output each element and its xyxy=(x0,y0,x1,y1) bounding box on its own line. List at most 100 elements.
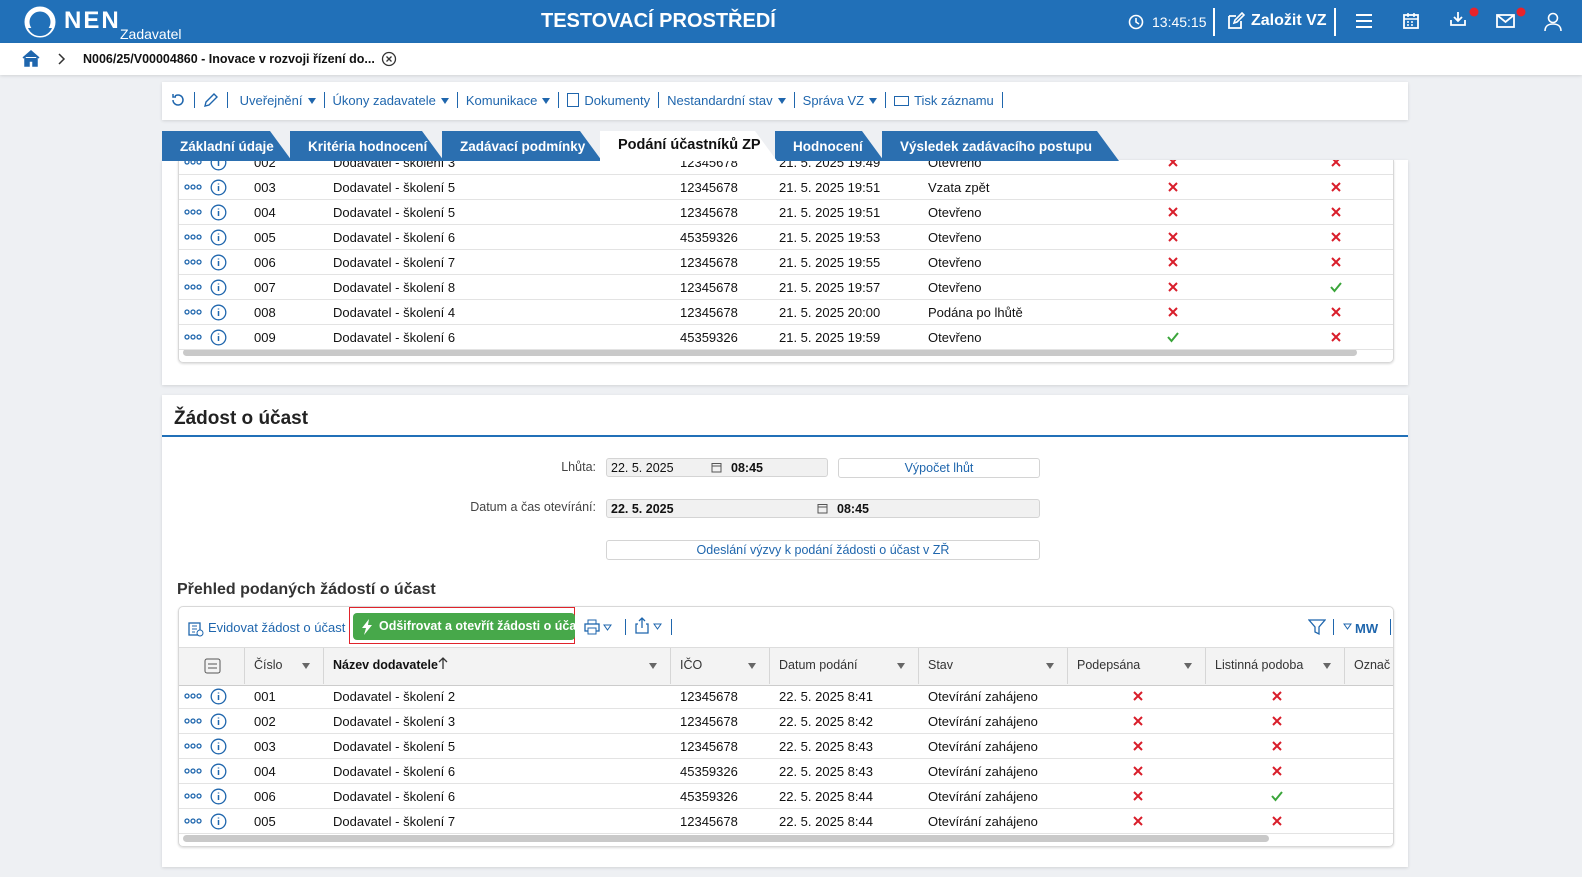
info-icon[interactable] xyxy=(210,788,227,805)
cross-icon xyxy=(1272,741,1282,751)
cell: Dodavatel - školení 6 xyxy=(333,789,456,804)
calendar-icon[interactable] xyxy=(817,503,828,514)
create-button[interactable]: Založit VZ xyxy=(1251,12,1327,29)
toolbar-link[interactable]: Komunikace xyxy=(465,93,538,108)
info-icon[interactable] xyxy=(210,304,227,321)
decrypt-button[interactable]: Odšifrovat a otevřít žádosti o účast xyxy=(353,613,587,640)
cross-icon xyxy=(1331,232,1341,242)
export-menu[interactable] xyxy=(634,617,666,635)
home-icon[interactable] xyxy=(22,50,40,67)
scrollbar[interactable] xyxy=(183,835,1269,842)
menu-icon[interactable] xyxy=(1355,13,1373,29)
cell: Dodavatel - školení 5 xyxy=(333,205,456,220)
edit-icon[interactable] xyxy=(1227,12,1245,30)
info-icon[interactable] xyxy=(210,713,227,730)
filter-caret[interactable] xyxy=(1184,663,1192,669)
more-icon[interactable] xyxy=(184,793,202,799)
cross-icon xyxy=(1331,207,1341,217)
column-settings[interactable] xyxy=(204,658,221,674)
user-icon[interactable] xyxy=(1544,12,1562,32)
tab[interactable]: Kritéria hodnocení xyxy=(290,131,444,161)
more-icon[interactable] xyxy=(184,234,202,240)
opening-time: 08:45 xyxy=(837,502,869,516)
toolbar-link[interactable]: Úkony zadavatele xyxy=(332,93,436,108)
toolbar-link[interactable]: Nestandardní stav xyxy=(667,93,773,108)
more-icon[interactable] xyxy=(184,160,202,165)
download-icon[interactable] xyxy=(1449,6,1481,32)
cross-icon xyxy=(1133,691,1143,701)
cross-icon xyxy=(1168,182,1178,192)
deadline-label: Lhůta: xyxy=(561,460,596,474)
cell: 21. 5. 2025 19:51 xyxy=(779,205,881,220)
tab[interactable]: Výsledek zadávacího postupu xyxy=(882,131,1119,161)
separator xyxy=(227,92,228,108)
more-icon[interactable] xyxy=(184,718,202,724)
more-icon[interactable] xyxy=(184,259,202,265)
filter-caret[interactable] xyxy=(649,663,657,669)
cell: Podána po lhůtě xyxy=(928,305,1023,320)
opening-input[interactable]: 22. 5. 2025 08:45 xyxy=(606,499,1040,518)
filter-caret[interactable] xyxy=(1046,663,1054,669)
info-icon[interactable] xyxy=(210,738,227,755)
more-icon[interactable] xyxy=(184,743,202,749)
more-icon[interactable] xyxy=(184,693,202,699)
cross-icon xyxy=(1168,257,1178,267)
deadline-input[interactable]: 22. 5. 2025 08:45 xyxy=(606,458,828,477)
register-button[interactable]: Evidovat žádost o účast xyxy=(208,620,346,635)
info-icon[interactable] xyxy=(210,763,227,780)
filter-caret[interactable] xyxy=(1323,663,1331,669)
column-divider xyxy=(1067,648,1068,684)
info-icon[interactable] xyxy=(210,329,227,346)
toolbar-link[interactable]: Dokumenty xyxy=(584,93,651,108)
scrollbar[interactable] xyxy=(183,349,1357,356)
info-icon[interactable] xyxy=(210,229,227,246)
tab[interactable]: Zadávací podmínky xyxy=(442,131,602,161)
info-icon[interactable] xyxy=(210,813,227,830)
toolbar: Uveřejnění Úkony zadavatele Komunikace Doku… xyxy=(162,82,1408,120)
cross-icon xyxy=(1272,766,1282,776)
cell: 22. 5. 2025 8:43 xyxy=(779,739,873,754)
more-icon[interactable] xyxy=(184,309,202,315)
toolbar-link[interactable]: Tisk záznamu xyxy=(914,93,994,108)
divider xyxy=(1213,8,1215,36)
cell: 005 xyxy=(254,814,276,829)
info-icon[interactable] xyxy=(210,160,227,171)
calendar-icon[interactable] xyxy=(1402,12,1420,30)
more-icon[interactable] xyxy=(184,284,202,290)
info-icon[interactable] xyxy=(210,179,227,196)
more-icon[interactable] xyxy=(184,818,202,824)
info-icon[interactable] xyxy=(210,279,227,296)
user-filter[interactable]: MW xyxy=(1355,621,1379,636)
more-icon[interactable] xyxy=(184,184,202,190)
tab[interactable]: Hodnocení xyxy=(775,131,884,161)
mail-icon[interactable] xyxy=(1496,6,1528,32)
tab[interactable]: Základní údaje xyxy=(162,131,292,161)
info-icon[interactable] xyxy=(210,204,227,221)
table-row: 003 Dodavatel - školení 5 12345678 22. 5. 2… xyxy=(179,734,1393,759)
user-caret[interactable] xyxy=(1343,623,1352,631)
info-icon[interactable] xyxy=(210,254,227,271)
filter-caret[interactable] xyxy=(302,663,310,669)
tab-active[interactable]: Podání účastníků ZP xyxy=(600,131,777,161)
calendar-icon[interactable] xyxy=(711,462,722,473)
calc-button[interactable]: Výpočet lhůt xyxy=(838,458,1040,478)
caret xyxy=(542,98,551,104)
more-icon[interactable] xyxy=(184,209,202,215)
refresh-icon[interactable] xyxy=(170,92,186,108)
close-icon[interactable] xyxy=(381,51,397,67)
more-icon[interactable] xyxy=(184,768,202,774)
toolbar-link[interactable]: Správa VZ xyxy=(802,93,865,108)
section-rule xyxy=(162,435,1408,437)
send-button[interactable]: Odeslání výzvy k podání žádosti o účast … xyxy=(606,540,1040,560)
table-row: 008 Dodavatel - školení 4 12345678 21. 5. 2… xyxy=(179,300,1393,325)
filter-icon[interactable] xyxy=(1308,619,1326,636)
filter-caret[interactable] xyxy=(897,663,905,669)
register-icon[interactable] xyxy=(187,620,204,637)
print-menu[interactable] xyxy=(584,618,616,636)
toolbar-link[interactable]: Uveřejnění xyxy=(239,93,303,108)
edit-icon[interactable] xyxy=(203,92,219,108)
filter-caret[interactable] xyxy=(748,663,756,669)
breadcrumb-title: N006/25/V00004860 - Inovace v rozvoji ří… xyxy=(83,52,375,66)
info-icon[interactable] xyxy=(210,688,227,705)
more-icon[interactable] xyxy=(184,334,202,340)
